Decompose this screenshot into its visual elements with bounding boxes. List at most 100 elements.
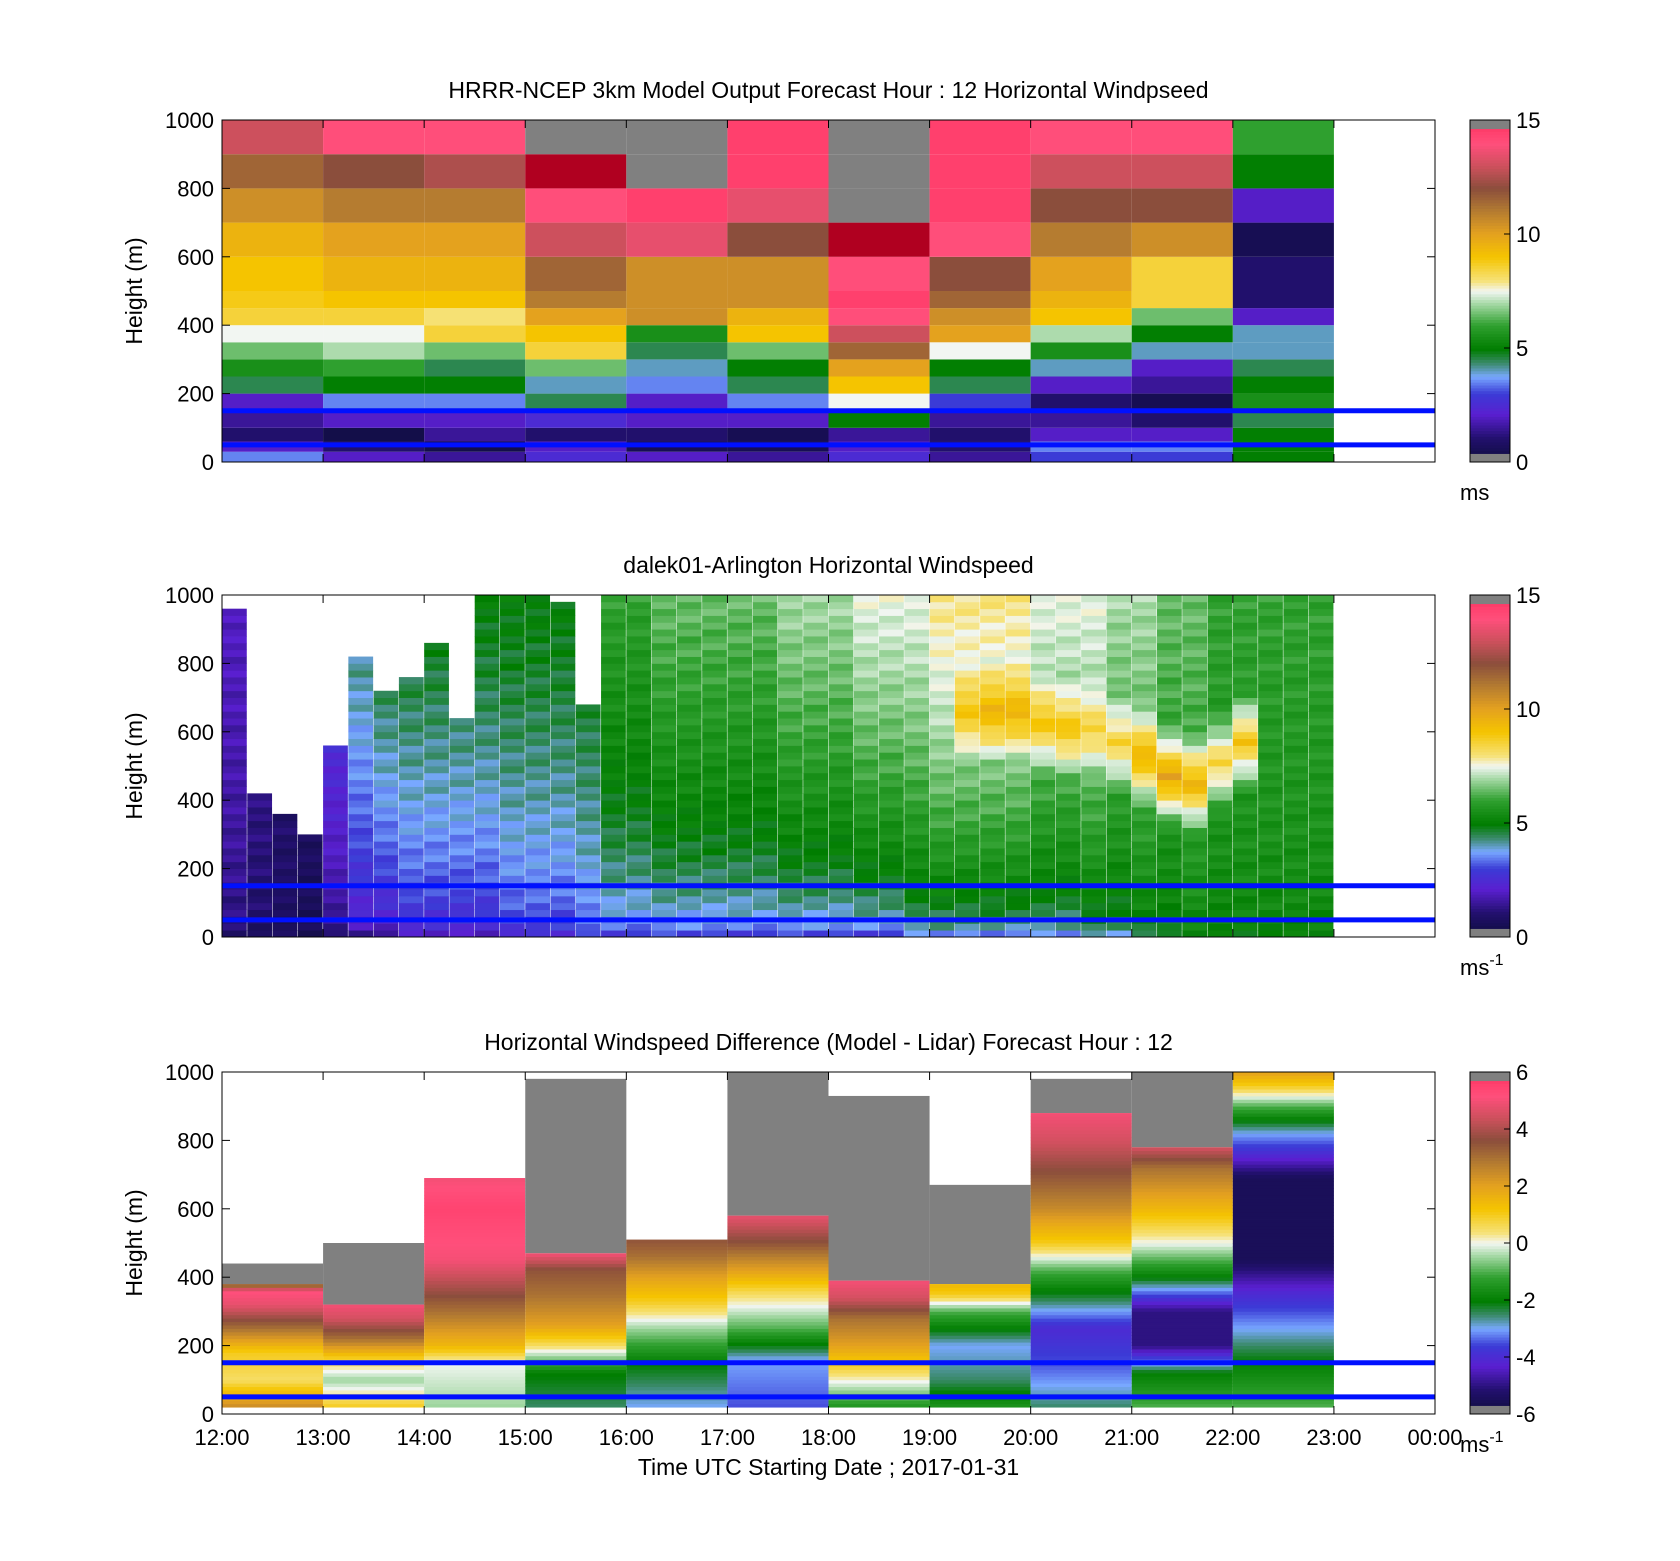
heatmap-cell [626,636,652,644]
colorbar-segment [1470,928,1510,932]
heatmap-cell [1131,1147,1233,1152]
heatmap-cell [879,595,904,603]
heatmap-cell [222,895,247,904]
heatmap-cell [550,636,576,644]
heatmap-cell [1131,1366,1233,1370]
heatmap-cell [626,704,652,712]
heatmap-cell [601,889,626,897]
heatmap-cell [828,793,854,801]
heatmap-cell [1283,731,1309,740]
heatmap-cell [1283,697,1309,705]
heatmap-cell [474,608,500,616]
heatmap-cell [398,677,424,685]
heatmap-cell [601,690,626,698]
heatmap-cell [550,622,576,630]
heatmap-cell [1030,800,1056,808]
heatmap-cell [1232,889,1258,897]
heatmap-cell [1131,325,1233,343]
heatmap-cell [904,656,930,664]
heatmap-cell [424,1318,526,1323]
colorbar-segment [1470,817,1510,821]
colorbar-segment [1470,623,1510,627]
heatmap-cell [626,738,652,746]
heatmap-cell [676,636,702,644]
heatmap-cell [1182,711,1208,719]
colorbar-segment [1470,339,1510,343]
heatmap-cell [929,120,1031,155]
heatmap-cell [323,410,425,428]
heatmap-cell [1182,766,1208,774]
heatmap-cell [1106,595,1132,603]
heatmap-cell [752,697,778,705]
heatmap-cell [828,1338,930,1343]
heatmap-cell [954,766,980,774]
heatmap-cell [1131,656,1157,664]
colorbar-segment [1470,310,1510,315]
heatmap-cell [398,766,424,774]
heatmap-cell [424,1232,526,1237]
heatmap-cell [1081,718,1106,726]
colorbar-segment [1470,382,1510,386]
heatmap-cell [323,325,425,343]
missing-data [525,1078,627,1254]
heatmap-cell [1055,752,1081,760]
colorbar-segment [1470,609,1510,613]
heatmap-cell [954,615,980,623]
heatmap-cell [1232,1249,1334,1254]
heatmap-cell [474,690,500,698]
heatmap-cell [651,738,677,746]
heatmap-cell [1131,1164,1233,1169]
heatmap-cell [222,1349,324,1353]
heatmap-cell [499,622,525,630]
heatmap-cell [601,738,626,746]
heatmap-cell [777,752,803,760]
heatmap-cell [980,779,1005,787]
heatmap-cell [348,704,374,712]
colorbar-segment [1470,908,1510,912]
heatmap-cell [398,800,424,808]
colorbar-segment [1470,1254,1510,1258]
heatmap-cell [777,724,803,733]
heatmap-cell [1283,711,1309,719]
colorbar-segment [1470,1337,1510,1341]
heatmap-cell [651,861,677,869]
heatmap-cell [1232,1366,1334,1370]
heatmap-cell [727,622,753,630]
colorbar-segment [1470,1291,1510,1295]
heatmap-cell [1232,793,1258,801]
heatmap-cell [1131,1229,1233,1234]
heatmap-cell [1081,711,1106,719]
heatmap-cell [727,1246,829,1251]
heatmap-cell [929,895,955,904]
heatmap-cell [424,1266,526,1271]
heatmap-cell [626,1383,728,1388]
colorbar-segment [1470,934,1510,938]
heatmap-cell [752,854,778,863]
heatmap-cell [1030,376,1132,394]
heatmap-cell [222,1328,324,1333]
heatmap-cell [626,1239,728,1244]
heatmap-cell [828,410,930,428]
colorbar-segment [1470,1411,1510,1415]
heatmap-cell [853,820,879,828]
heatmap-cell [1207,902,1233,911]
heatmap-cell [1055,807,1081,815]
heatmap-cell [550,868,576,876]
heatmap-cell [702,615,727,623]
heatmap-cell [879,820,904,828]
heatmap-cell [1308,861,1334,869]
heatmap-cell [525,1284,627,1288]
heatmap-cell [828,1383,930,1388]
heatmap-cell [1232,1119,1334,1124]
heatmap-cell [1258,889,1283,897]
colorbar-segment [1470,620,1510,624]
heatmap-cell [853,608,879,616]
heatmap-cell [499,670,525,678]
heatmap-cell [1055,820,1081,828]
heatmap-cell [499,759,525,767]
heatmap-cell [1030,724,1056,733]
heatmap-cell [272,923,298,931]
heatmap-cell [853,854,879,863]
heatmap-cell [702,738,727,746]
